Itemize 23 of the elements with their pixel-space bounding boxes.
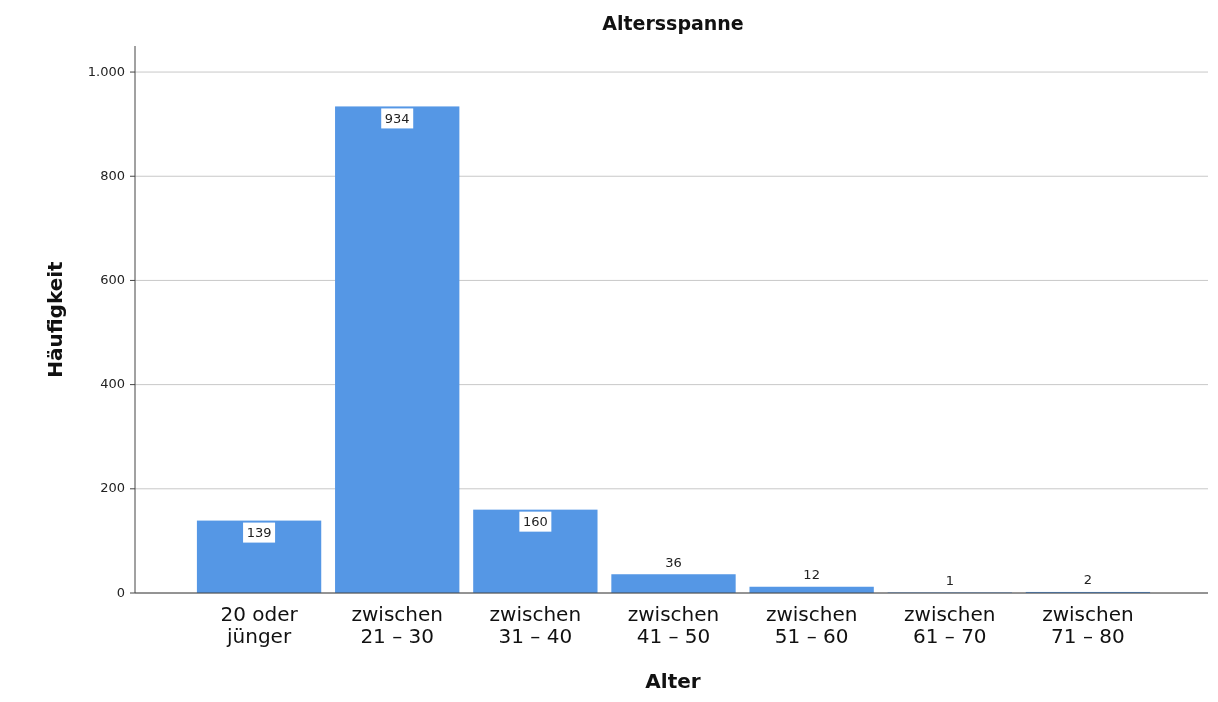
data-label: 1 [945,572,954,588]
x-tick-label: zwischen 21 – 30 [351,602,443,648]
y-tick-label: 200 [100,480,125,496]
data-label: 160 [522,514,548,530]
y-tick-label: 400 [100,376,125,392]
x-tick-label: zwischen 41 – 50 [627,602,720,648]
x-tick-label: 20 oder jünger [220,602,299,648]
x-tick-label: zwischen 61 – 70 [904,602,996,648]
data-label: 934 [384,110,410,126]
data-label: 139 [246,525,272,541]
x-tick-label: zwischen 51 – 60 [765,602,858,648]
data-label: 2 [1083,572,1093,588]
y-tick-label: 800 [100,167,125,183]
data-label: 36 [665,554,682,570]
chart-title: Altersspanne [602,12,744,34]
y-tick-label: 600 [100,271,125,287]
data-label: 12 [803,567,820,583]
y-axis-title: Häufigkeit [43,260,67,378]
y-tick-label: 0 [116,584,125,600]
y-tick-label: 1.000 [87,63,125,79]
x-axis-title: Alter [645,669,701,693]
x-tick-label: zwischen 31 – 40 [489,602,582,648]
x-tick-label: zwischen 71 – 80 [1042,602,1134,648]
